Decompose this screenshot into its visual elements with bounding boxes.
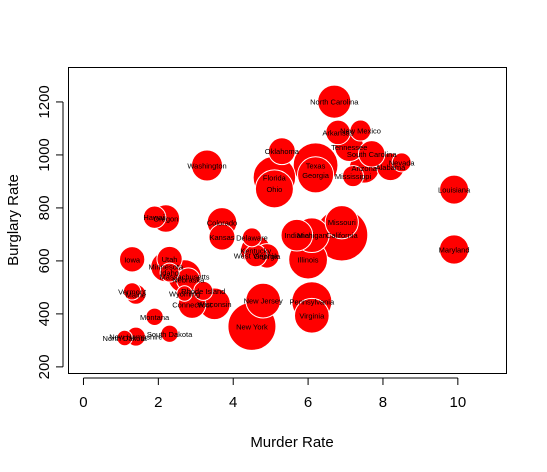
x-tick-label: 10 [449,394,466,411]
bubble-point [349,119,372,142]
state-label: Arizona [352,164,378,173]
state-label: Colorado [207,218,237,227]
state-label: Nebraska [172,276,205,285]
state-label: Delaware [236,233,268,242]
state-label: Idaho [160,269,179,278]
state-label: Missouri [328,218,356,227]
state-label: Illinois [298,256,319,265]
bubble-point [267,137,296,166]
state-label: Connecticut [172,301,213,310]
state-label: Virginia [299,312,325,321]
state-label: New Mexico [340,127,381,136]
bubble-point [193,280,214,301]
state-label: Georgia [254,252,282,261]
bubble-point [254,169,294,209]
state-label: Georgia [302,171,330,180]
bubble-point [439,174,470,205]
state-label: Tennessee [331,143,367,152]
y-tick-label: 400 [36,301,53,326]
state-label: New York [236,322,268,331]
state-label: Oregon [153,215,178,224]
bubble-point [342,165,365,188]
bubble-point [357,140,386,168]
state-label: Pennsylvania [290,298,335,307]
y-tick-label: 1000 [36,138,53,171]
bubble-point [145,307,164,326]
state-label: Maryland [439,246,470,255]
bubble-point [297,156,335,194]
y-tick-label: 1200 [36,85,53,118]
state-label: Wisconsin [197,300,231,309]
bubble-point [280,218,314,252]
bubble-point [142,205,167,229]
state-label: South Dakota [147,330,193,339]
x-tick-label: 0 [79,394,87,411]
state-label: California [326,231,359,240]
bubble-point [245,282,281,319]
state-label: Mississippi [335,172,372,181]
state-label: South Carolina [347,150,397,159]
bubble-point [294,297,330,334]
x-tick-label: 8 [379,394,387,411]
bubble-point [116,329,133,347]
bubble-point [208,223,236,251]
y-axis-label: Burglary Rate [5,174,22,266]
bubble-point [324,205,359,240]
state-label: Hawaii [143,213,166,222]
state-label: Louisiana [438,186,471,195]
state-label: Florida [263,173,287,182]
state-label: Vermont [118,287,147,296]
x-tick-label: 6 [304,394,312,411]
bubble-point [241,227,262,248]
bubble-point [122,282,142,301]
state-label: Minnesota [149,263,184,272]
bubble-point [391,152,412,173]
state-label: Rhode Island [181,287,225,296]
state-label: New Jersey [244,297,283,306]
bubble-point [159,262,180,283]
y-tick-label: 800 [36,195,53,220]
state-label: North Carolina [310,98,359,107]
state-label: Texas [306,161,326,170]
state-label: Montana [140,313,170,322]
state-label: Kansas [209,233,234,242]
state-label: West Virginia [234,252,279,261]
state-label: Massachusetts [160,273,210,282]
state-label: Oklahoma [265,147,300,156]
bubble-point [118,246,146,273]
state-label: Maine [126,290,146,299]
state-label: Alabama [376,163,406,172]
state-label: Michigan [297,231,327,240]
x-tick-label: 2 [154,394,162,411]
state-label: Indiana [285,231,310,240]
state-label: Iowa [124,255,141,264]
state-label: Washington [187,162,226,171]
state-label: Nevada [389,158,416,167]
y-tick-label: 600 [36,248,53,273]
state-label: North Dakota [103,334,148,343]
bubble-point [438,234,470,265]
y-axis: 200 400 600 800 1000 1200 [36,85,64,379]
plot-frame [68,67,507,374]
x-axis-label: Murder Rate [250,434,333,451]
bubble-point [160,324,179,343]
state-label: Arkansas [322,128,354,137]
bubbles-layer [116,84,470,351]
bubble-point [317,84,352,119]
x-axis: 0 2 4 6 8 10 [79,377,466,411]
state-label: Ohio [266,185,282,194]
state-label: Utah [162,255,178,264]
state-label: New Hampshire [109,333,162,342]
x-tick-label: 4 [229,394,237,411]
state-label: Kentucky [240,246,271,255]
y-tick-label: 200 [36,354,53,379]
bubble-point [176,285,193,302]
bubble-point [191,149,224,182]
state-label: Wyoming [169,289,200,298]
